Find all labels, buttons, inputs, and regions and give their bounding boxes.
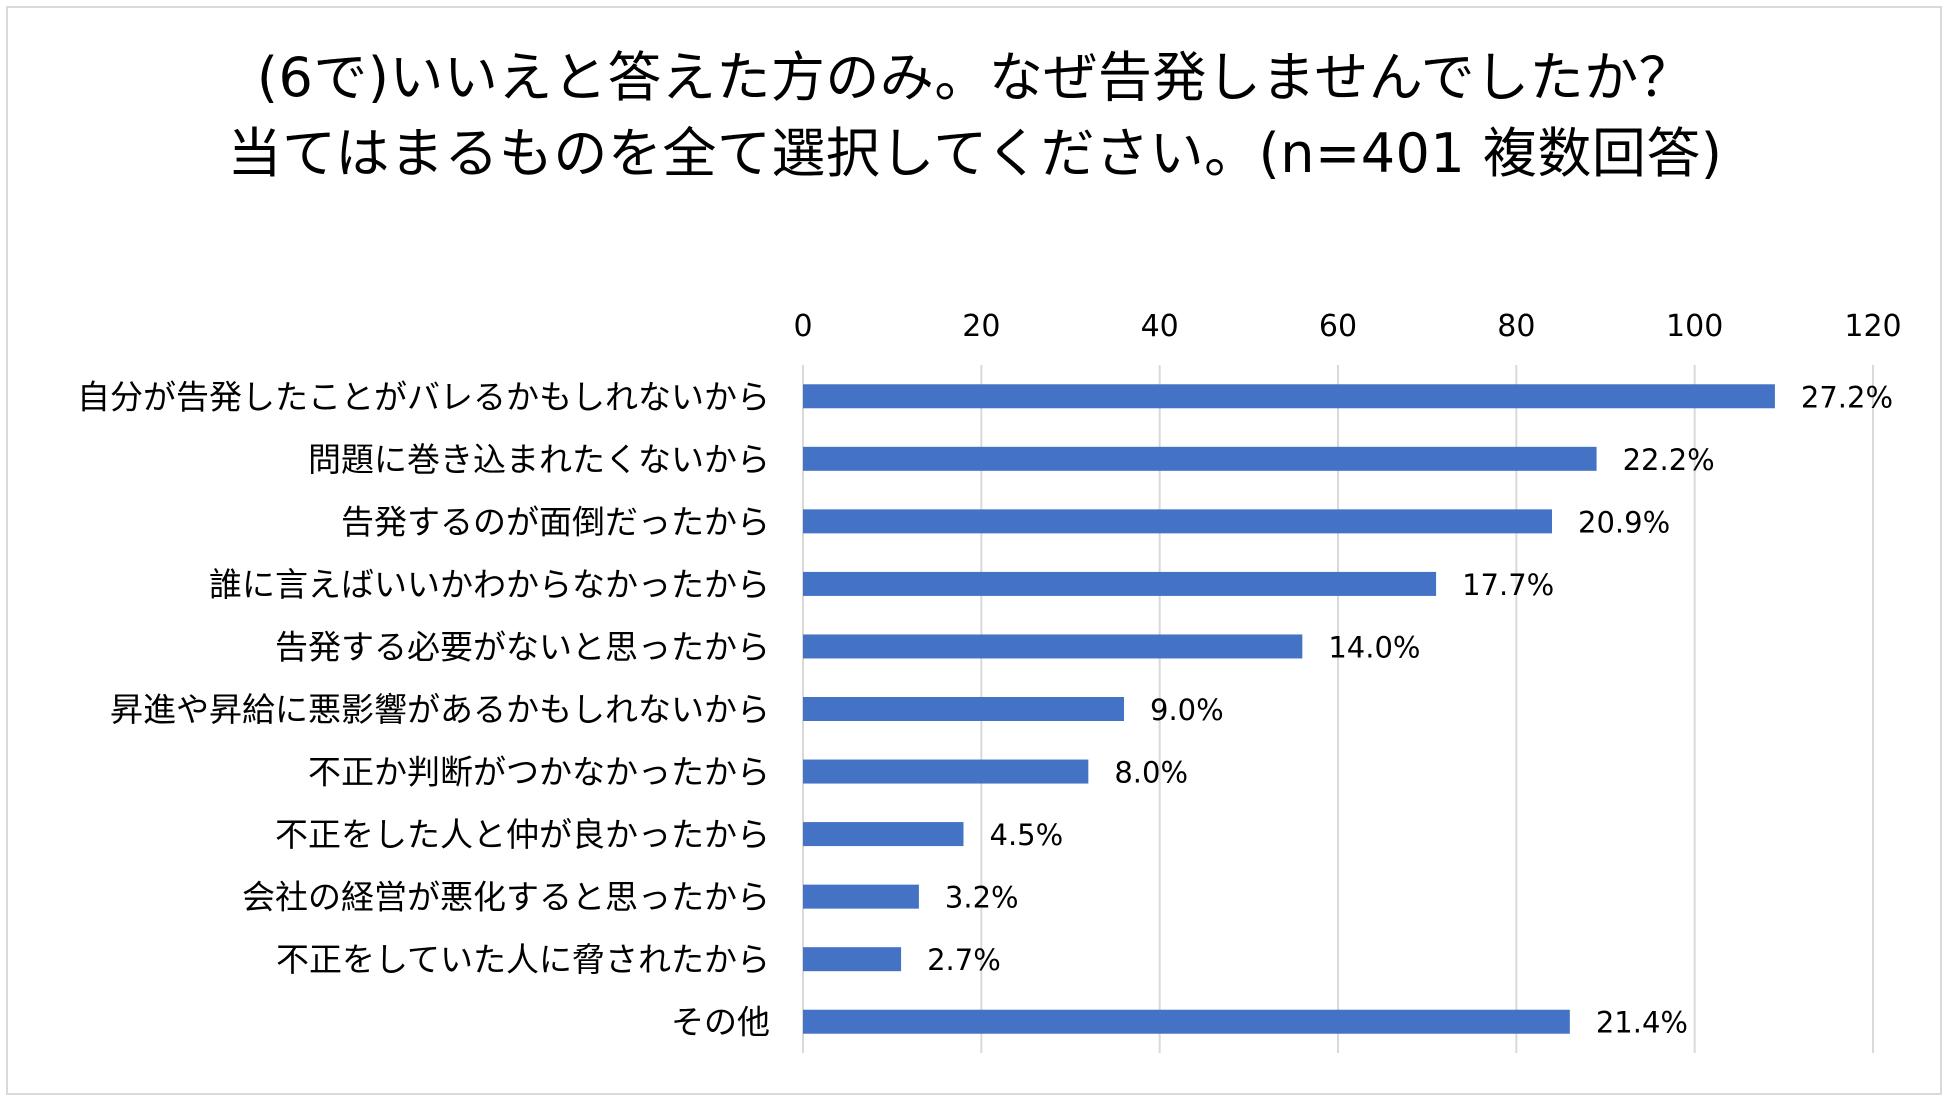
data-label: 21.4% [1596, 1006, 1688, 1040]
x-tick-label: 0 [793, 309, 812, 344]
bar [803, 634, 1303, 659]
category-label: 告発する必要がないと思ったから [275, 627, 770, 666]
x-tick-label: 20 [962, 309, 1000, 344]
chart-title: (6で)いいえと答えた方のみ。なぜ告発しませんでしたか？ 当てはまるものを全て選… [0, 40, 1950, 192]
x-tick-label: 80 [1497, 309, 1535, 344]
category-label: 自分が告発したことがバレるかもしれないから [77, 377, 770, 416]
chart-frame [6, 6, 1942, 1095]
data-label: 27.2% [1801, 380, 1893, 414]
bar [803, 1009, 1570, 1034]
bar [803, 822, 964, 847]
category-label: 誰に言えばいいかわからなかったから [209, 565, 770, 604]
bar [803, 384, 1775, 409]
bar [803, 571, 1437, 596]
data-label: 22.2% [1623, 443, 1715, 477]
bar [803, 884, 919, 909]
data-label: 14.0% [1328, 630, 1420, 664]
category-label: 不正か判断がつかなかったから [308, 753, 770, 792]
bar [803, 446, 1597, 471]
data-label: 17.7% [1462, 568, 1554, 602]
x-tick-label: 120 [1844, 309, 1901, 344]
x-tick-label: 100 [1666, 309, 1723, 344]
bar [803, 947, 902, 972]
category-label: 不正をしていた人に脅されたから [276, 940, 770, 979]
bar [803, 697, 1124, 721]
category-label: 告発するのが面倒だったから [341, 502, 770, 541]
data-label: 8.0% [1114, 756, 1188, 790]
data-label: 3.2% [945, 881, 1019, 915]
bar [803, 509, 1552, 534]
bar [803, 759, 1089, 784]
data-label: 9.0% [1150, 693, 1224, 727]
x-tick-label: 60 [1319, 309, 1357, 344]
chart-title-line-1: (6で)いいえと答えた方のみ。なぜ告発しませんでしたか？ [256, 46, 1694, 109]
category-label: その他 [671, 1003, 770, 1042]
category-label: 会社の経営が悪化すると思ったから [242, 878, 770, 917]
category-label: 昇進や昇給に悪影響があるかもしれないから [110, 690, 770, 729]
data-label: 20.9% [1578, 505, 1670, 539]
category-label: 不正をした人と仲が良かったから [275, 815, 770, 854]
data-label: 4.5% [990, 818, 1064, 852]
chart-title-line-2: 当てはまるものを全て選択してください。(n=401 複数回答) [227, 122, 1723, 185]
data-label: 2.7% [927, 943, 1001, 977]
x-tick-label: 40 [1141, 309, 1179, 344]
category-label: 問題に巻き込まれたくないから [308, 440, 770, 479]
